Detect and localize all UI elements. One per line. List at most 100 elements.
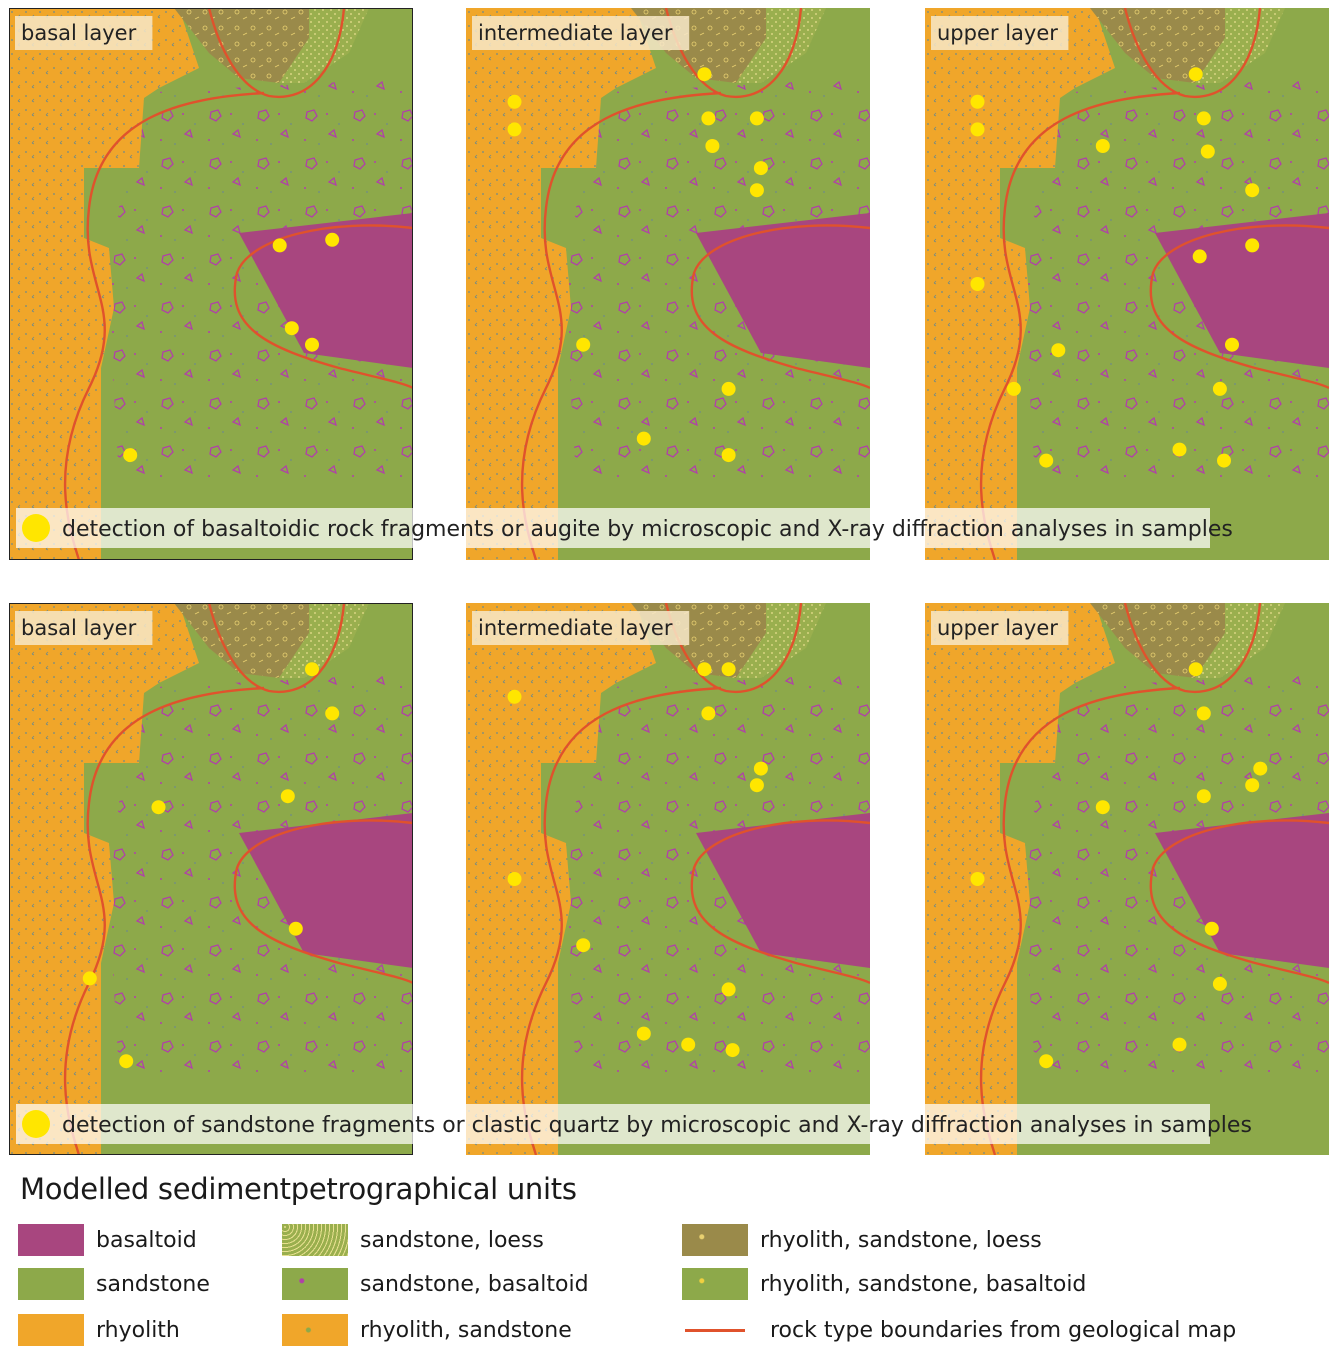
sample-detection-dot xyxy=(749,111,764,126)
sample-detection-dot xyxy=(701,111,716,126)
rhyolith-sandstone-loess-area xyxy=(174,603,309,678)
sample-detection-dot xyxy=(970,277,985,291)
panel-label-box xyxy=(472,611,690,645)
map-figure: basal layer intermediate layer upper layer… xyxy=(9,8,1329,1155)
sample-detection-dot xyxy=(1196,789,1211,804)
sample-detection-dot xyxy=(1006,381,1021,396)
map-panel: upper layer xyxy=(925,8,1329,560)
rhyolith-area xyxy=(9,8,199,560)
sample-detection-dot xyxy=(1217,453,1231,468)
rock-boundary-line xyxy=(63,91,265,560)
rhyolith-area xyxy=(925,8,1115,560)
panel-label-box xyxy=(472,16,690,50)
sample-detection-dot xyxy=(119,1054,134,1069)
legend-item: rhyolith xyxy=(18,1313,180,1347)
sample-detection-dot xyxy=(1225,337,1239,352)
rock-boundary-line xyxy=(207,603,346,694)
legend-item: rhyolith, sandstone, loess xyxy=(682,1223,1042,1257)
sample-detection-dot xyxy=(721,381,736,396)
legend-item: rock type boundaries from geological map xyxy=(682,1313,1236,1347)
sample-detection-dot xyxy=(272,238,287,253)
sample-detection-dot xyxy=(82,971,97,986)
sample-detection-dot xyxy=(636,431,651,446)
legend-label: rhyolith, sandstone, basaltoid xyxy=(760,1271,1087,1297)
sample-detection-dot xyxy=(1200,144,1215,159)
sample-detection-dot xyxy=(753,761,768,776)
sandstone-loess-area xyxy=(1195,603,1285,678)
panel-label: intermediate layer xyxy=(478,616,673,640)
panel-label: basal layer xyxy=(21,21,137,45)
panel-label-box xyxy=(931,611,1069,645)
legend-item: rhyolith, sandstone, basaltoid xyxy=(682,1267,1086,1301)
sample-detection-dot xyxy=(284,321,299,336)
legend-item: sandstone, loess xyxy=(282,1223,544,1257)
basaltoid-area xyxy=(1155,813,1329,968)
rock-boundary-line xyxy=(979,686,1181,1155)
sample-detection-dot xyxy=(636,1026,651,1041)
rock-boundary-line xyxy=(690,224,870,390)
panel-label: basal layer xyxy=(21,616,137,640)
sandstone-basaltoid-area xyxy=(566,78,870,478)
map-panel: basal layer xyxy=(9,603,413,1155)
rhyolith-sandstone-loess-area xyxy=(1090,8,1225,83)
legend-swatch xyxy=(282,1314,348,1346)
legend-swatch xyxy=(18,1268,84,1300)
legend-item: rhyolith, sandstone xyxy=(282,1313,572,1347)
sample-detection-dot xyxy=(151,800,166,815)
sample-detection-dot xyxy=(305,337,319,352)
panel-label-box xyxy=(15,611,153,645)
panel-label-box xyxy=(15,16,153,50)
detection-note-text: detection of basaltoidic rock fragments … xyxy=(62,517,1233,542)
sample-detection-dot xyxy=(697,662,712,677)
sample-detection-dot xyxy=(123,448,138,463)
legend-label: rock type boundaries from geological map xyxy=(770,1317,1237,1343)
rock-boundary-line xyxy=(63,686,265,1155)
sample-detection-dot xyxy=(1192,249,1207,264)
detection-dot-icon xyxy=(22,514,50,542)
sandstone-basaltoid-area xyxy=(1025,78,1329,478)
rock-boundary-line xyxy=(233,819,413,985)
sample-detection-dot xyxy=(725,1043,740,1058)
sample-detection-dot xyxy=(1253,761,1268,776)
legend-label: rhyolith xyxy=(96,1317,180,1343)
sample-detection-dot xyxy=(1039,1054,1054,1069)
map-panel: basal layer xyxy=(9,8,413,560)
sandstone-loess-area xyxy=(1195,8,1285,83)
sample-detection-dot xyxy=(721,448,736,463)
sample-detection-dot xyxy=(753,161,768,176)
legend-swatch xyxy=(282,1224,348,1256)
map-panel: upper layer xyxy=(925,603,1329,1155)
detection-note-text: detection of sandstone fragments or clas… xyxy=(62,1113,1252,1138)
sample-detection-dot xyxy=(1245,238,1260,253)
rock-boundary-line xyxy=(520,686,722,1155)
rhyolith-area xyxy=(9,603,199,1155)
sample-detection-dot xyxy=(1245,778,1260,793)
rock-boundary-line xyxy=(1149,819,1329,985)
rock-boundary-line xyxy=(1123,8,1262,99)
rock-boundary-line xyxy=(207,8,346,99)
rhyolith-area xyxy=(466,603,656,1155)
sample-detection-dot xyxy=(1188,67,1203,82)
legend-swatch xyxy=(18,1314,84,1346)
sample-detection-dot xyxy=(507,872,522,886)
sandstone-basaltoid-area xyxy=(109,78,413,478)
sandstone-loess-area xyxy=(279,8,369,83)
legend-item: basaltoid xyxy=(18,1223,197,1257)
legend-swatch xyxy=(682,1224,748,1256)
sample-detection-dot xyxy=(1051,343,1066,358)
sample-detection-dot xyxy=(749,778,764,793)
legend-swatch xyxy=(282,1268,348,1300)
rhyolith-sandstone-loess-area xyxy=(1090,603,1225,678)
legend-item: sandstone xyxy=(18,1267,210,1301)
sample-detection-dot xyxy=(325,706,340,721)
sample-detection-dot xyxy=(697,67,712,82)
panel-label: upper layer xyxy=(937,616,1058,640)
sample-detection-dot xyxy=(507,122,522,137)
rock-boundary-line xyxy=(1123,603,1262,694)
sample-detection-dot xyxy=(576,337,591,352)
legend-label: sandstone xyxy=(96,1271,210,1297)
map-panel: intermediate layer xyxy=(466,8,870,560)
map-panel: intermediate layer xyxy=(466,603,870,1155)
sample-detection-dot xyxy=(970,122,985,137)
sandstone-loess-area xyxy=(736,8,826,83)
